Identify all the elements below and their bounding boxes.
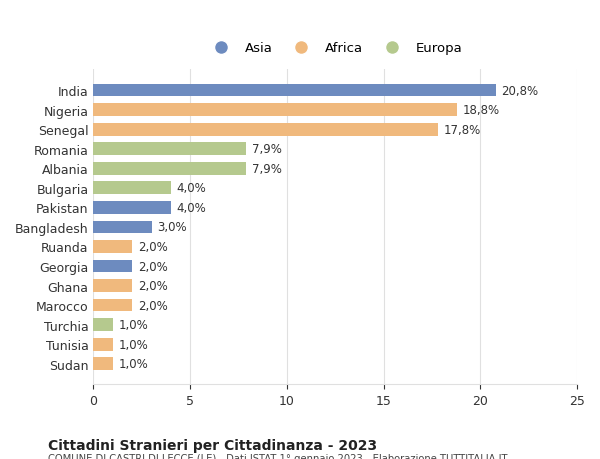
Text: 4,0%: 4,0% bbox=[176, 182, 206, 195]
Bar bbox=[94, 162, 246, 175]
Text: COMUNE DI CASTRI DI LECCE (LE) - Dati ISTAT 1° gennaio 2023 - Elaborazione TUTTI: COMUNE DI CASTRI DI LECCE (LE) - Dati IS… bbox=[48, 453, 508, 459]
Bar bbox=[94, 123, 438, 136]
Bar bbox=[94, 84, 496, 97]
Text: 2,0%: 2,0% bbox=[138, 241, 168, 253]
Bar bbox=[94, 221, 152, 234]
Bar bbox=[94, 143, 246, 156]
Text: 7,9%: 7,9% bbox=[252, 143, 282, 156]
Text: 18,8%: 18,8% bbox=[463, 104, 500, 117]
Text: 7,9%: 7,9% bbox=[252, 162, 282, 175]
Bar bbox=[94, 280, 132, 292]
Legend: Asia, Africa, Europa: Asia, Africa, Europa bbox=[208, 42, 463, 55]
Bar bbox=[94, 358, 113, 370]
Text: 2,0%: 2,0% bbox=[138, 260, 168, 273]
Bar bbox=[94, 182, 171, 195]
Bar bbox=[94, 299, 132, 312]
Text: 20,8%: 20,8% bbox=[502, 84, 539, 97]
Bar bbox=[94, 319, 113, 331]
Text: 2,0%: 2,0% bbox=[138, 280, 168, 292]
Text: 17,8%: 17,8% bbox=[443, 123, 481, 136]
Text: 1,0%: 1,0% bbox=[119, 319, 148, 331]
Bar bbox=[94, 260, 132, 273]
Text: 2,0%: 2,0% bbox=[138, 299, 168, 312]
Text: Cittadini Stranieri per Cittadinanza - 2023: Cittadini Stranieri per Cittadinanza - 2… bbox=[48, 438, 377, 452]
Bar bbox=[94, 104, 457, 117]
Text: 4,0%: 4,0% bbox=[176, 202, 206, 214]
Text: 3,0%: 3,0% bbox=[157, 221, 187, 234]
Bar bbox=[94, 241, 132, 253]
Bar bbox=[94, 338, 113, 351]
Text: 1,0%: 1,0% bbox=[119, 338, 148, 351]
Text: 1,0%: 1,0% bbox=[119, 358, 148, 370]
Bar bbox=[94, 202, 171, 214]
